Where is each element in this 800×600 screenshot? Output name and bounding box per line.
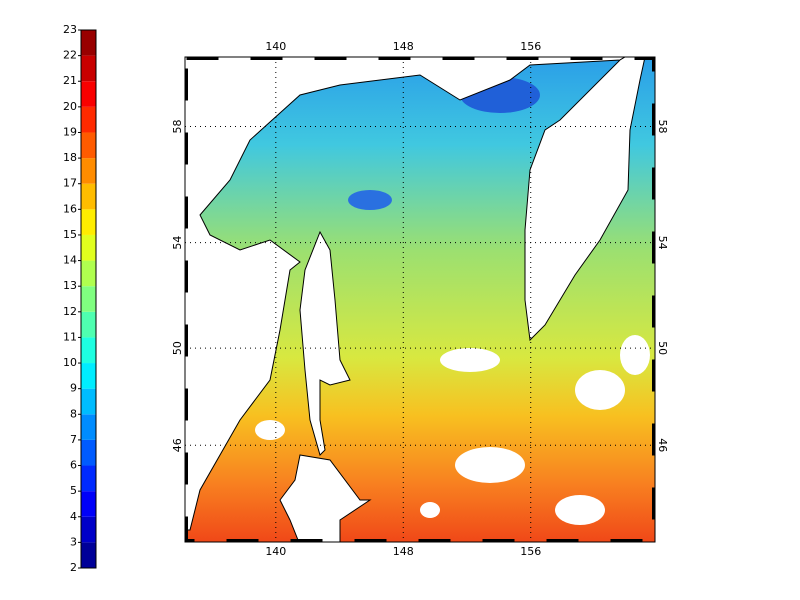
colorbar-band [81,337,96,364]
colorbar-tick-label: 2 [70,561,77,574]
colorbar-band [81,260,96,287]
colorbar-band [81,132,96,159]
lat-label-right: 54 [656,236,669,250]
colorbar-band [81,465,96,492]
colorbar-band [81,516,96,543]
lat-label-left: 54 [171,236,184,250]
colorbar-band [81,30,96,56]
lat-label-right: 50 [656,341,669,355]
colorbar-tick-label: 12 [63,305,77,318]
map-frame-ticks [185,57,655,542]
colorbar-tick-label: 10 [63,356,77,369]
colorbar-tick-label: 5 [70,484,77,497]
colorbar-band [81,106,96,133]
colorbar-tick-label: 16 [63,202,77,215]
colorbar-band [81,311,96,338]
colorbar-tick-label: 9 [70,382,77,395]
colorbar-band [81,439,96,466]
colorbar-band [81,286,96,312]
lon-label-bottom: 156 [520,545,541,558]
cloud-gap [555,495,605,525]
colorbar-tick-label: 6 [70,459,77,472]
colorbar-band [81,542,96,568]
colorbar-band [81,209,96,235]
lon-label-bottom: 148 [393,545,414,558]
colorbar-band [81,388,96,415]
lat-label-left: 58 [171,120,184,134]
colorbar-tick-label: 4 [70,510,77,523]
colorbar-tick-label: 23 [63,23,77,36]
colorbar-band [81,55,96,82]
colorbar-tick-label: 19 [63,125,77,138]
colorbar-tick-label: 22 [63,49,77,62]
lon-label-bottom: 140 [265,545,286,558]
colorbar-tick-label: 18 [63,151,77,164]
lat-label-right: 58 [656,120,669,134]
cloud-gap [440,348,500,372]
colorbar-tick-label: 11 [63,330,77,343]
colorbar-tick-label: 13 [63,279,77,292]
colorbar-tick-label: 20 [63,100,77,113]
colorbar-band [81,158,96,184]
colorbar-frame [80,29,97,569]
kamchatka [524,57,646,342]
lat-label-right: 46 [656,438,669,452]
cloud-gap [455,447,525,483]
hokkaido [279,454,372,542]
colorbar-tick-label: 8 [70,407,77,420]
cloud-gap [575,370,625,410]
lat-label-left: 46 [171,438,184,452]
lon-label-top: 140 [265,40,286,53]
colorbar-tick-label: 15 [63,228,77,241]
colorbar-tick-label: 14 [63,254,77,267]
colorbar-tick-label: 7 [70,433,77,446]
colorbar-tick-label: 17 [63,177,77,190]
map-area [185,57,655,542]
colorbar-band [81,491,96,517]
colorbar-band [81,234,96,261]
cloud-gap [420,502,440,518]
cloud-gap [620,335,650,375]
colorbar-tick-label: 21 [63,74,77,87]
lon-label-top: 148 [393,40,414,53]
cold-patch [348,190,392,210]
colorbar-band [81,81,96,107]
lat-label-left: 50 [171,341,184,355]
colorbar-tick-label: 3 [70,535,77,548]
sakhalin [299,230,351,456]
cloud-gap [255,420,285,440]
colorbar-band [81,363,96,389]
colorbar-band [81,183,96,210]
lon-label-top: 156 [520,40,541,53]
mainland [185,57,626,531]
colorbar-band [81,414,96,440]
graticule: 140 140 148 148 156 156 46 46 50 50 54 54 58 58 [171,40,669,558]
